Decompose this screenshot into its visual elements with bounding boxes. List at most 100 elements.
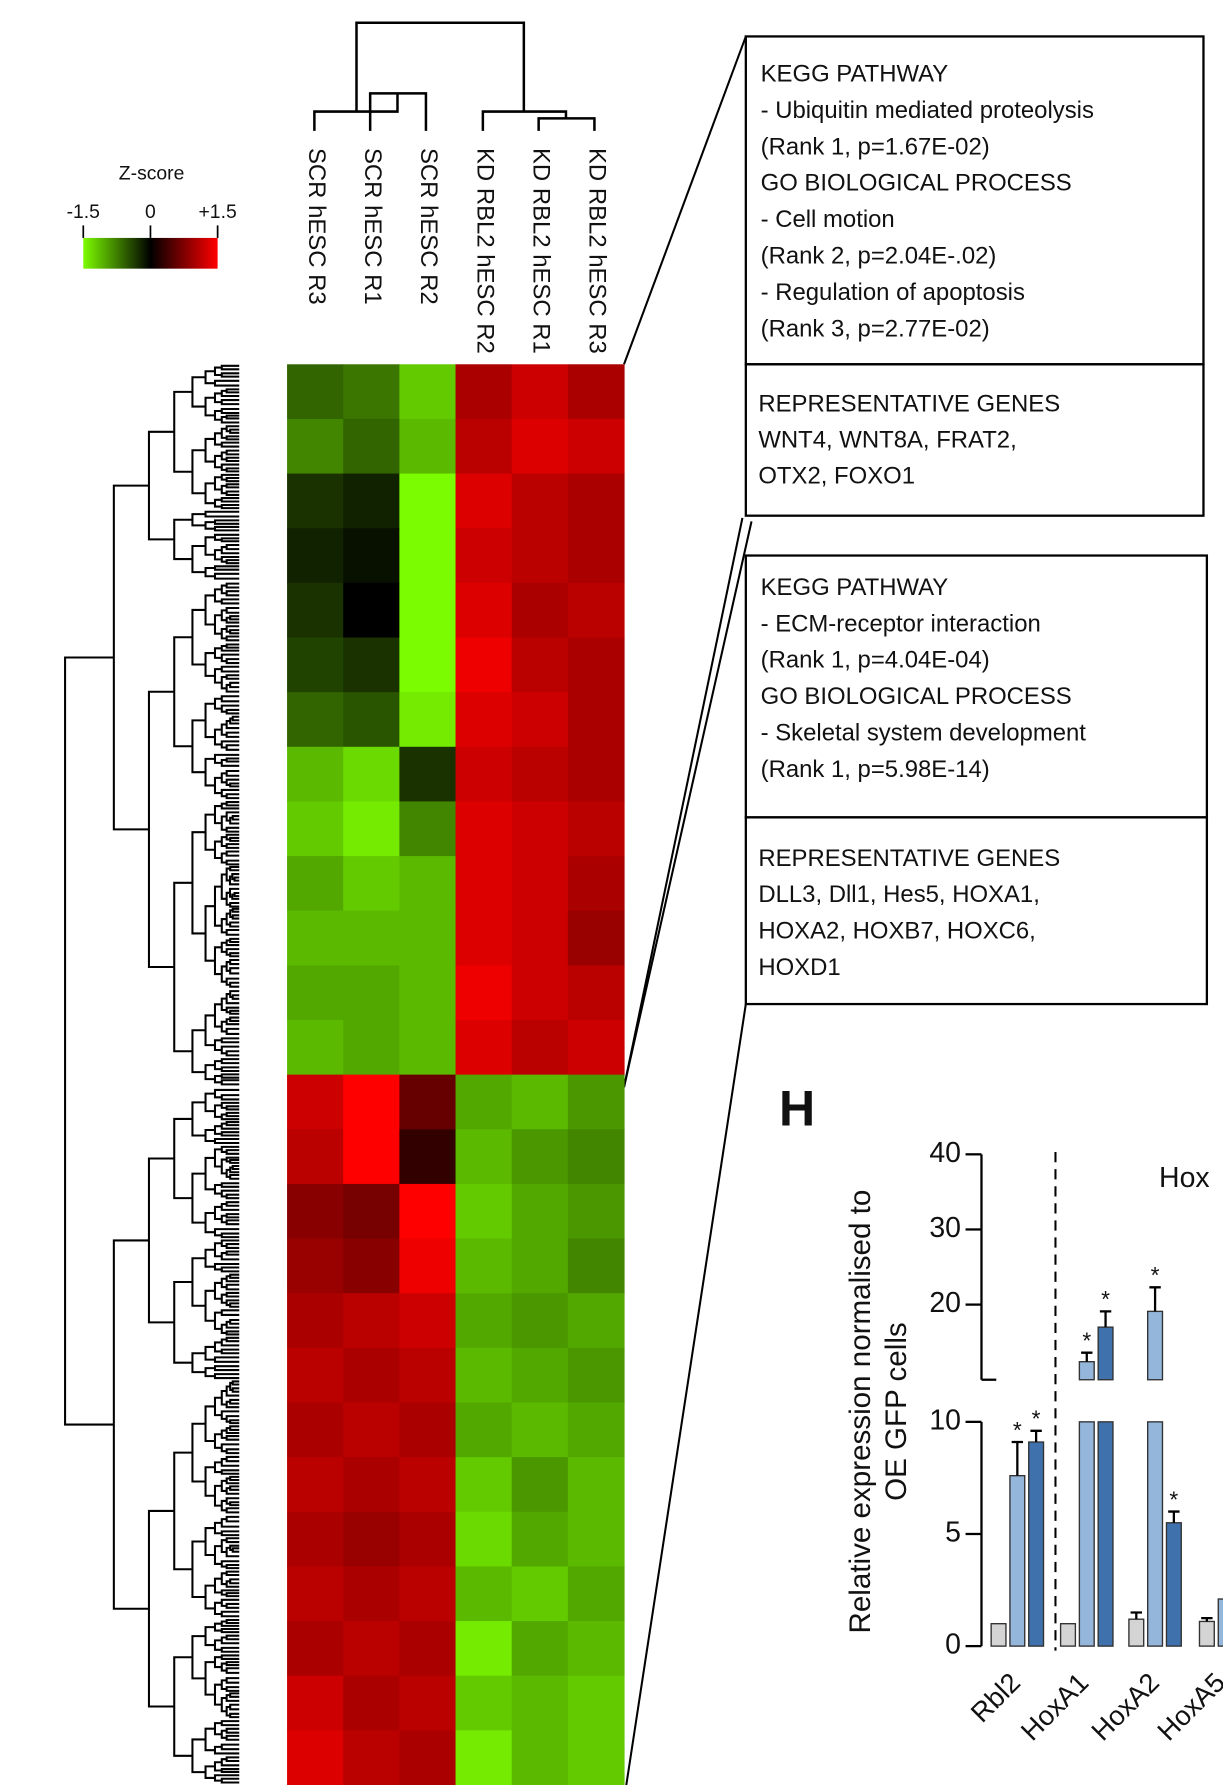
group-label: Hox (1159, 1162, 1210, 1194)
annotation-line: OTX2, FOXO1 (758, 462, 915, 489)
dendrogram-branch (213, 1125, 222, 1135)
dendrogram-branch (225, 1027, 240, 1035)
dendrogram-branch (191, 1172, 206, 1224)
heatmap-cell (511, 637, 569, 693)
dendrogram-branch (220, 1058, 240, 1065)
dendrogram-branch (204, 1345, 215, 1361)
dendrogram-branch (204, 652, 215, 677)
heatmap-cell (343, 582, 400, 639)
significance-marker: * (1101, 1286, 1110, 1312)
dendrogram-branch (228, 887, 240, 898)
heatmap-cell (287, 1511, 344, 1567)
heatmap-cell (343, 1566, 400, 1622)
dendrogram-branch (225, 1661, 240, 1667)
dendrogram-branch (213, 525, 240, 532)
annotation-line: HOXD1 (758, 954, 840, 981)
heatmap-cell (399, 692, 457, 748)
heatmap-cell (511, 746, 569, 802)
dendrogram-branch (228, 875, 240, 886)
dendrogram-branch (229, 1419, 240, 1425)
heatmap-cell (567, 1293, 625, 1349)
dendrogram-branch (213, 776, 222, 795)
dendrogram-branch (204, 594, 215, 626)
dendrogram-branch (220, 497, 240, 503)
dendrogram-branch (229, 1712, 240, 1719)
dendrogram-branch (213, 1356, 240, 1363)
dendrogram-branch (229, 1501, 240, 1507)
dendrogram-branch (220, 407, 240, 415)
dendrogram-branch (213, 1184, 222, 1195)
heatmap-cell (455, 1074, 513, 1130)
bar (1059, 1623, 1077, 1647)
colorbar-title: Z-score (119, 162, 185, 184)
heatmap-cell (343, 910, 400, 966)
heatmap-cell (287, 1293, 344, 1349)
dendrogram-branch (213, 366, 222, 377)
heatmap-cell (567, 856, 625, 912)
dendrogram-branch (229, 952, 240, 958)
heatmap-cell (567, 965, 625, 1021)
dendrogram-branch (225, 1727, 240, 1734)
heatmap-cell (511, 1183, 569, 1240)
heatmap-cell (567, 418, 625, 475)
heatmap-cell (455, 1457, 513, 1513)
annotation-line: REPRESENTATIVE GENES (758, 391, 1060, 418)
dendrogram-branch (225, 708, 240, 715)
heatmap-cell (343, 1402, 400, 1458)
dendrogram-branch (225, 859, 240, 866)
significance-marker: * (1013, 1417, 1022, 1443)
dendrogram-branch (225, 477, 240, 483)
dendrogram-branch (231, 1164, 240, 1170)
heatmap-cell (511, 1347, 569, 1404)
heatmap-cell (455, 692, 513, 748)
error-bar (1201, 1616, 1213, 1622)
dendrogram-branch (213, 533, 240, 541)
annotation-line: - Cell motion (761, 206, 895, 233)
dendrogram-branch (173, 881, 193, 1053)
heatmap-cell (511, 1511, 569, 1567)
dendrogram-branch (233, 892, 240, 898)
heatmap-cell (343, 1293, 400, 1349)
dendrogram-branch (213, 379, 240, 387)
dendrogram-branch (204, 1289, 215, 1322)
heatmap-cell (399, 1511, 457, 1567)
dendrogram-branch (204, 370, 215, 385)
dendrogram-branch (225, 606, 240, 614)
dendrogram-branch (229, 1425, 240, 1431)
heatmap-cell (287, 1457, 344, 1513)
dendrogram-branch (229, 681, 240, 689)
dendrogram-branch (204, 1765, 215, 1779)
dendrogram-branch (231, 1387, 240, 1393)
heatmap-cell (455, 528, 513, 584)
dendrogram-branch (213, 392, 222, 404)
dendrogram-branch (213, 805, 222, 825)
heatmap-cell (343, 1347, 400, 1404)
dendrogram-branch (225, 388, 240, 394)
dendrogram-branch (225, 731, 240, 738)
dendrogram-branch (220, 1469, 240, 1475)
dendrogram-branch (225, 467, 240, 473)
dendrogram-branch (204, 1248, 215, 1268)
annotation-line: (Rank 2, p=2.04E-.02) (761, 243, 997, 270)
dendrogram-branch (213, 946, 222, 976)
dendrogram-branch (233, 876, 240, 882)
heatmap-cell (455, 1730, 513, 1785)
heatmap-cell (287, 1183, 344, 1240)
dendrogram-branch (213, 753, 240, 764)
heatmap-cell (287, 856, 344, 912)
dendrogram-branch (213, 614, 222, 635)
heatmap-cell (287, 910, 344, 966)
dendrogram-branch (229, 1158, 240, 1164)
column-label: KD RBL2 hESC R3 (584, 148, 611, 354)
heatmap-cell (567, 1020, 625, 1076)
dendrogram-branch (229, 1302, 240, 1308)
row-dendrogram (64, 364, 240, 1784)
heatmap-cell (511, 1621, 569, 1677)
heatmap-cell (399, 801, 457, 857)
y-tick-label: 5 (945, 1516, 961, 1548)
heatmap-cell (455, 746, 513, 802)
error-bar (1168, 1510, 1180, 1523)
dendrogram-branch (225, 1618, 240, 1625)
heatmap-cell (511, 473, 569, 529)
column-label: KD RBL2 hESC R2 (471, 148, 498, 354)
